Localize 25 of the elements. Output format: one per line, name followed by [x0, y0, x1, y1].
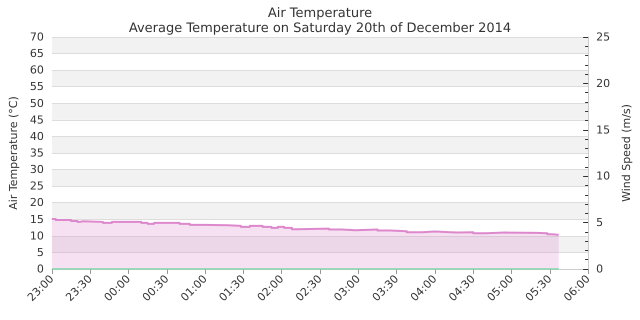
chart-subtitle: Average Temperature on Saturday 20th of December 2014 — [128, 21, 512, 36]
y-tick-label: 70 — [30, 30, 44, 44]
y-axis-title: Air Temperature (°C) — [7, 96, 20, 210]
y2-tick-label: 25 — [596, 30, 610, 44]
y-tick-label: 10 — [30, 229, 44, 242]
y-tick-label: 15 — [30, 212, 44, 226]
y-tick-label: 30 — [30, 163, 44, 176]
y-tick-label: 55 — [30, 80, 44, 94]
y-tick-label: 35 — [30, 146, 44, 160]
y2-axis-title: Wind Speed (m/s) — [620, 104, 633, 202]
y-tick-label: 0 — [36, 262, 44, 276]
y-tick-label: 50 — [30, 96, 44, 110]
y-tick-label: 60 — [30, 64, 44, 77]
y-tick-label: 20 — [30, 196, 44, 210]
y2-tick-label: 0 — [596, 262, 604, 276]
y-tick-label: 25 — [30, 180, 44, 193]
y-tick-label: 40 — [30, 130, 44, 143]
y2-tick-label: 10 — [596, 170, 610, 183]
y2-tick-label: 5 — [596, 216, 604, 230]
y-tick-label: 65 — [30, 47, 44, 60]
chart-title: Air Temperature — [268, 6, 372, 21]
y2-tick-label: 15 — [596, 123, 610, 136]
y2-tick-label: 20 — [596, 76, 610, 90]
y-tick-label: 5 — [36, 246, 44, 259]
y-tick-label: 45 — [30, 113, 44, 126]
